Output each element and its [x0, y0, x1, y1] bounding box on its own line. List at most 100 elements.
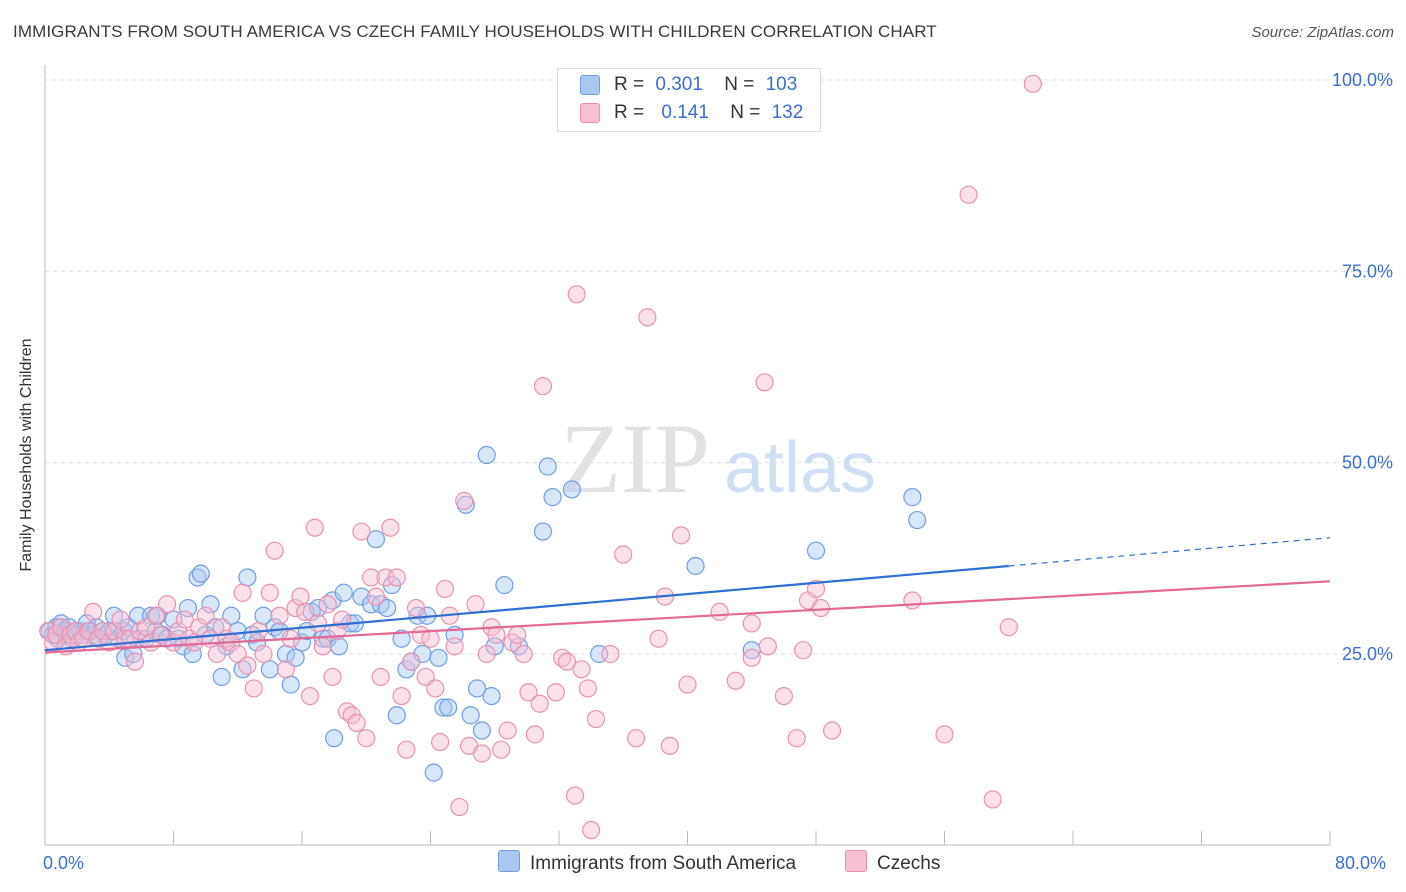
data-point — [381, 518, 400, 537]
data-point — [124, 644, 143, 664]
data-point — [794, 641, 813, 660]
data-point — [514, 644, 533, 664]
data-point — [402, 652, 421, 671]
data-point — [157, 595, 177, 614]
data-point — [238, 568, 257, 587]
data-point — [543, 488, 562, 507]
data-point — [305, 518, 324, 537]
data-point — [183, 644, 202, 664]
data-point — [387, 568, 406, 587]
legend-item-south-america[interactable]: Immigrants from South America — [498, 850, 796, 875]
data-point — [300, 686, 320, 706]
data-points — [39, 74, 1042, 840]
data-point — [806, 579, 826, 599]
data-point — [347, 713, 366, 732]
data-point — [546, 683, 565, 702]
data-point — [787, 729, 806, 748]
stats-swatch-czechs — [580, 103, 600, 123]
data-point — [614, 545, 633, 564]
data-point — [323, 667, 342, 687]
data-point — [726, 671, 745, 690]
data-point — [111, 610, 130, 629]
data-point — [774, 686, 793, 706]
y-tick-labels: 25.0% 50.0% 75.0% 100.0% — [1332, 70, 1393, 664]
data-point — [146, 606, 165, 625]
y-tick-label: 25.0% — [1342, 644, 1393, 664]
source-credit[interactable]: Source: ZipAtlas.com — [1251, 24, 1394, 41]
legend-label: Immigrants from South America — [530, 853, 797, 874]
data-point — [959, 185, 978, 204]
data-point — [567, 285, 586, 304]
data-point — [686, 556, 705, 576]
data-point — [175, 610, 194, 629]
legend-label: Czechs — [877, 853, 941, 874]
data-point — [582, 820, 601, 840]
watermark: ZIP atlas — [560, 403, 876, 514]
x-tick-label-min: 0.0% — [43, 853, 85, 873]
data-point — [387, 706, 406, 725]
data-point — [431, 732, 450, 752]
r-label: R = — [614, 74, 645, 95]
y-tick-label: 50.0% — [1342, 453, 1393, 473]
data-point — [508, 625, 527, 644]
n-label: N = — [730, 102, 761, 123]
data-point — [408, 606, 427, 625]
trend-line-extension — [1008, 537, 1331, 567]
data-point — [392, 629, 411, 648]
grid-lines — [45, 79, 1390, 655]
data-point — [742, 648, 761, 667]
data-point — [254, 644, 273, 664]
data-point — [649, 629, 668, 648]
legend: Immigrants from South America Czechs — [0, 850, 1406, 878]
watermark-zip: ZIP — [560, 403, 710, 514]
data-point — [392, 686, 411, 706]
r-value: 0.301 — [655, 74, 703, 95]
legend-item-czechs[interactable]: Czechs — [845, 850, 940, 875]
data-point — [378, 598, 397, 618]
data-point — [671, 526, 691, 545]
data-point — [626, 729, 646, 748]
data-point — [325, 729, 344, 748]
data-point — [439, 698, 458, 717]
data-point — [557, 652, 577, 671]
data-point — [435, 579, 455, 599]
data-point — [538, 457, 557, 476]
data-point — [660, 736, 679, 755]
data-point — [361, 568, 381, 587]
data-point — [492, 740, 511, 759]
data-point — [519, 683, 538, 702]
data-point — [935, 725, 954, 744]
data-point — [477, 644, 496, 664]
data-point — [445, 637, 464, 656]
data-point — [366, 587, 385, 606]
data-point — [233, 583, 252, 602]
series-czechs — [39, 74, 1042, 840]
data-point — [429, 648, 448, 667]
data-point — [455, 491, 474, 511]
data-point — [397, 740, 416, 759]
data-point — [79, 621, 98, 641]
data-point — [586, 709, 606, 729]
data-point — [334, 583, 353, 602]
stats-box: R = 0.301 N = 103 R = 0.141 N = 132 — [557, 68, 821, 132]
trend-lines — [44, 537, 1331, 654]
data-point — [495, 576, 514, 595]
data-point — [276, 660, 296, 679]
data-point — [461, 706, 480, 725]
data-point — [125, 652, 145, 671]
data-point — [578, 679, 598, 698]
data-point — [1023, 74, 1042, 93]
data-point — [533, 377, 553, 396]
legend-swatch-czechs — [845, 850, 867, 872]
data-point — [406, 598, 426, 618]
data-point — [601, 644, 620, 664]
data-point — [286, 598, 305, 618]
data-point — [482, 686, 501, 706]
r-value: 0.141 — [661, 102, 709, 123]
data-point — [903, 591, 922, 610]
data-point — [472, 744, 491, 763]
data-point — [313, 637, 332, 656]
stats-row-czechs: R = 0.141 N = 132 — [580, 102, 803, 126]
n-value: 103 — [765, 74, 798, 95]
